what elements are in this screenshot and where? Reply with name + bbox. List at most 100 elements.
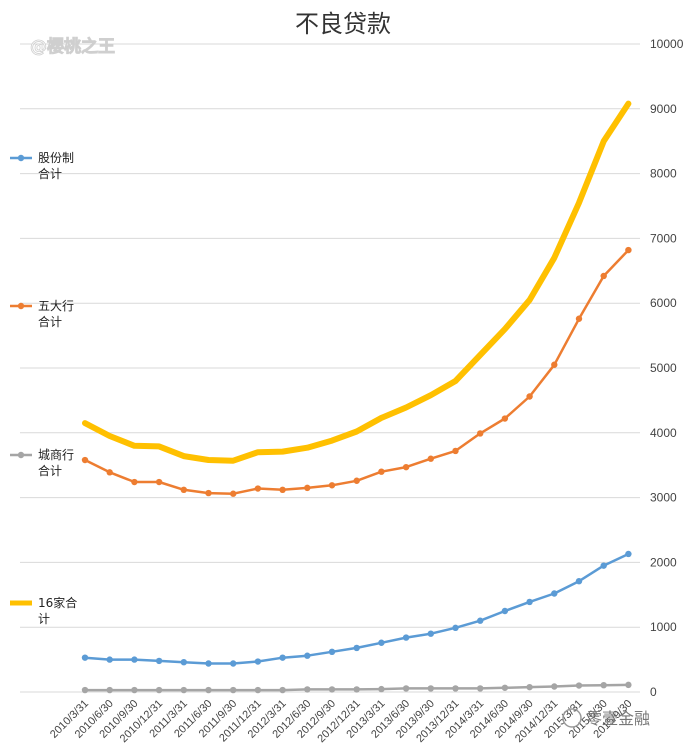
y-tick-label: 2000 <box>650 555 677 569</box>
data-point <box>427 685 434 692</box>
legend-label: 五大行 <box>38 299 74 313</box>
data-point <box>131 478 138 486</box>
data-point <box>328 482 336 489</box>
data-point <box>551 361 558 368</box>
grid-lines <box>20 43 640 693</box>
data-point <box>625 246 632 254</box>
data-point <box>155 686 163 694</box>
data-point <box>180 686 187 694</box>
y-tick-label: 8000 <box>650 167 677 181</box>
data-point <box>180 658 187 666</box>
data-point <box>427 630 434 637</box>
data-point <box>81 654 89 661</box>
data-point <box>402 463 410 471</box>
legend-marker <box>17 154 25 162</box>
chart-title: 不良贷款 <box>295 10 391 38</box>
data-point <box>452 685 459 692</box>
data-point <box>155 657 163 665</box>
watermark-text: @樱桃之王 <box>30 36 115 57</box>
legend-marker <box>17 302 25 310</box>
legend-label: 16家合 <box>38 595 77 610</box>
y-tick-label: 0 <box>650 685 657 699</box>
brand-watermark-text: 零壹金融 <box>586 709 650 728</box>
data-point <box>106 469 113 476</box>
data-point <box>353 686 360 693</box>
data-point <box>106 686 113 694</box>
data-point <box>551 590 558 597</box>
data-point <box>575 315 583 322</box>
data-point <box>279 486 286 494</box>
legend-label: 合计 <box>38 314 62 329</box>
y-tick-label: 4000 <box>650 426 677 440</box>
data-point <box>575 682 583 689</box>
data-point <box>551 683 558 690</box>
legend-label: 城商行 <box>38 447 74 462</box>
legend-marker <box>17 451 25 459</box>
data-point <box>230 686 237 694</box>
y-tick-label: 9000 <box>650 102 677 116</box>
data-point <box>600 272 607 280</box>
data-point <box>452 624 459 632</box>
data-point <box>501 607 509 615</box>
data-point <box>81 686 89 694</box>
data-point <box>230 660 237 667</box>
data-point <box>328 648 336 656</box>
data-point <box>477 617 484 624</box>
data-point <box>353 644 360 652</box>
data-point <box>452 447 459 455</box>
data-point <box>254 658 262 665</box>
data-point <box>600 562 607 569</box>
legend-label: 合计 <box>38 463 62 478</box>
y-tick-label: 10000 <box>650 37 684 51</box>
data-point <box>477 430 484 437</box>
data-point <box>205 489 212 497</box>
data-point <box>155 478 163 486</box>
data-point <box>526 598 533 606</box>
y-tick-label: 5000 <box>650 361 677 375</box>
data-point <box>378 639 385 646</box>
legend-label: 计 <box>38 612 50 626</box>
data-point <box>81 456 89 464</box>
data-point <box>106 656 113 663</box>
data-point <box>304 652 311 659</box>
data-point <box>180 486 187 494</box>
data-point <box>254 485 262 492</box>
legend-label: 合计 <box>38 166 62 181</box>
data-point <box>353 477 360 484</box>
brand-logo-icon <box>562 708 582 728</box>
data-point <box>205 686 212 694</box>
data-point <box>131 686 138 694</box>
y-tick-label: 6000 <box>650 296 677 310</box>
data-point <box>378 685 385 693</box>
data-point <box>625 681 632 689</box>
data-point <box>501 415 509 422</box>
data-point <box>279 654 286 661</box>
y-tick-label: 3000 <box>650 491 677 505</box>
data-point <box>526 683 533 691</box>
data-point <box>131 656 138 663</box>
series-line <box>83 248 630 495</box>
y-tick-label: 7000 <box>650 231 677 245</box>
data-point <box>230 490 237 497</box>
brand-watermark: 零壹金融 <box>562 708 650 728</box>
data-point <box>501 684 509 691</box>
data-point <box>625 550 632 558</box>
plot-area <box>81 100 632 694</box>
data-point <box>328 686 336 693</box>
data-point <box>427 455 434 462</box>
data-point <box>477 685 484 692</box>
data-point <box>378 468 385 475</box>
legend-label: 股份制 <box>38 151 74 165</box>
x-axis-ticks: 2010/3/312010/6/302010/9/302010/12/31201… <box>48 698 634 745</box>
y-tick-label: 1000 <box>650 620 677 634</box>
data-point <box>402 634 410 641</box>
data-point <box>526 393 533 400</box>
data-point <box>205 660 212 667</box>
data-point <box>279 686 286 694</box>
